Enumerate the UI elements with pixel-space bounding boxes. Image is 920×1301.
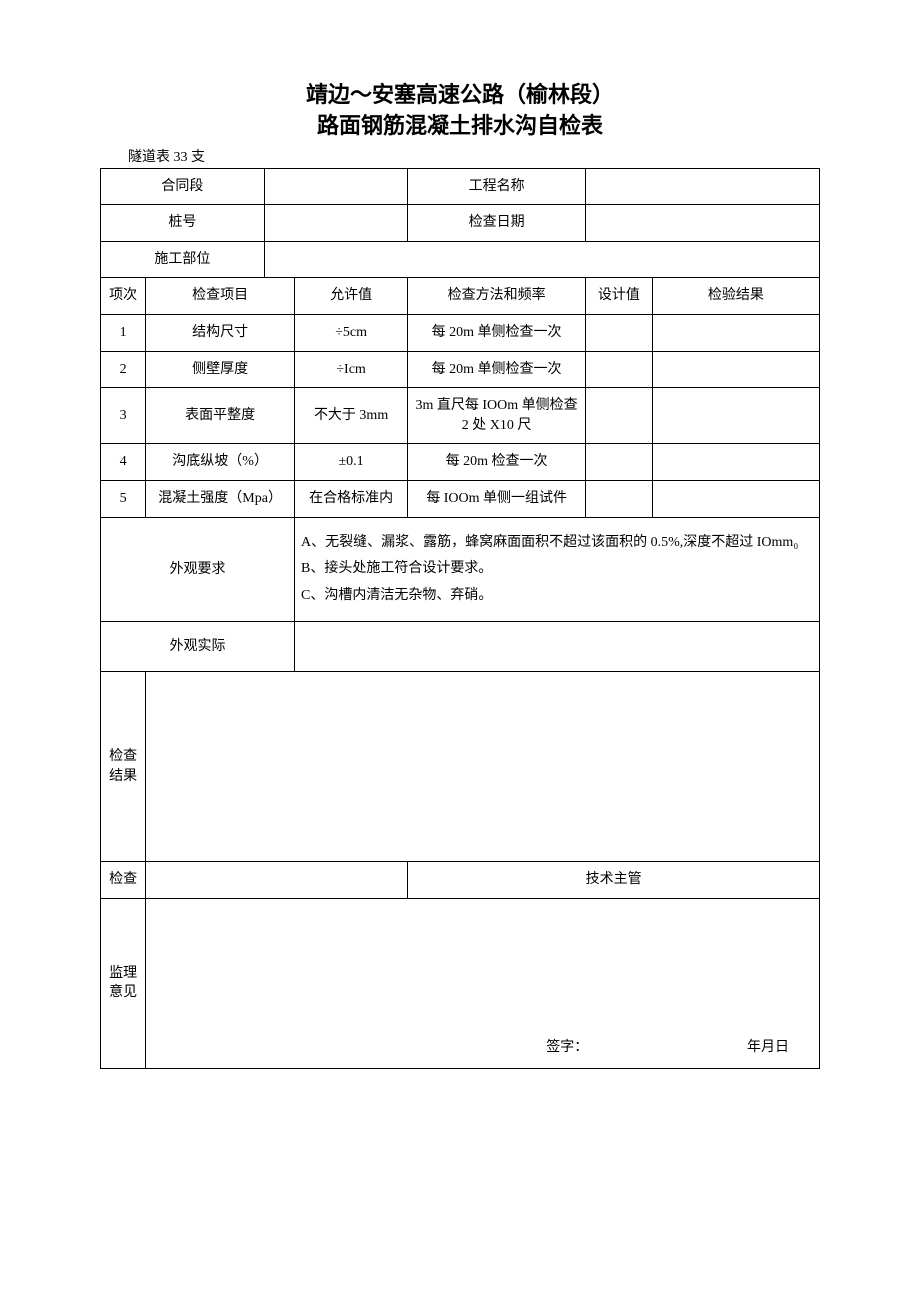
- cell-design: [586, 351, 653, 388]
- cell-seq: 1: [101, 314, 146, 351]
- cell-seq: 5: [101, 480, 146, 517]
- inspection-table: 合同段 工程名称 桩号 检查日期 施工部位 项次 检查项目 允许值 检查方法和频…: [100, 168, 820, 1069]
- title-block: 靖边～安塞高速公路（榆林段） 路面钢筋混凝土排水沟自检表: [100, 80, 820, 142]
- col-design: 设计值: [586, 278, 653, 315]
- table-row: 4 沟底纵坡（%） ±0.1 每 20m 检查一次: [101, 444, 820, 481]
- cell-method: 每 20m 检查一次: [408, 444, 586, 481]
- cell-method: 每 20m 单侧检查一次: [408, 314, 586, 351]
- cell-allowed: ±0.1: [295, 444, 408, 481]
- check-date-label: 检查日期: [408, 205, 586, 242]
- project-name-value: [586, 168, 820, 205]
- table-row: 2 侧壁厚度 ÷Icm 每 20m 单侧检查一次: [101, 351, 820, 388]
- construction-part-value: [264, 241, 819, 278]
- supervisor-opinion-content: 签字： 年月日: [146, 898, 820, 1068]
- table-row: 1 结构尺寸 ÷5cm 每 20m 单侧检查一次: [101, 314, 820, 351]
- project-name-label: 工程名称: [408, 168, 586, 205]
- cell-result: [652, 444, 819, 481]
- table-caption: 隧道表 33 支: [100, 146, 820, 166]
- col-check-item: 检查项目: [146, 278, 295, 315]
- col-result: 检验结果: [652, 278, 819, 315]
- check-label: 检查: [101, 862, 146, 899]
- appearance-req-text: A、无裂缝、漏浆、露筋，蜂窝麻面面积不超过该面积的 0.5%,深度不超过 IOm…: [295, 517, 820, 622]
- supervisor-opinion-row: 监理意见 签字： 年月日: [101, 898, 820, 1068]
- check-tech-row: 检查 技术主管: [101, 862, 820, 899]
- pile-no-value: [264, 205, 407, 242]
- tech-manager-label: 技术主管: [408, 862, 820, 899]
- cell-method: 每 20m 单侧检查一次: [408, 351, 586, 388]
- cell-result: [652, 480, 819, 517]
- appearance-actual-value: [295, 622, 820, 672]
- check-result-value: [146, 672, 820, 862]
- cell-design: [586, 480, 653, 517]
- header-row-1: 合同段 工程名称: [101, 168, 820, 205]
- appearance-actual-label: 外观实际: [101, 622, 295, 672]
- header-row-2: 桩号 检查日期: [101, 205, 820, 242]
- check-date-value: [586, 205, 820, 242]
- appearance-actual-row: 外观实际: [101, 622, 820, 672]
- col-method: 检查方法和频率: [408, 278, 586, 315]
- appearance-req-label: 外观要求: [101, 517, 295, 622]
- contract-section-value: [264, 168, 407, 205]
- cell-allowed: ÷5cm: [295, 314, 408, 351]
- appearance-req-row: 外观要求 A、无裂缝、漏浆、露筋，蜂窝麻面面积不超过该面积的 0.5%,深度不超…: [101, 517, 820, 622]
- date-label: 年月日: [747, 1038, 789, 1058]
- cell-item: 侧壁厚度: [146, 351, 295, 388]
- cell-item: 表面平整度: [146, 388, 295, 444]
- col-allowed: 允许值: [295, 278, 408, 315]
- check-result-label: 检查结果: [101, 672, 146, 862]
- cell-result: [652, 388, 819, 444]
- cell-item: 沟底纵坡（%）: [146, 444, 295, 481]
- title-line-1: 靖边～安塞高速公路（榆林段）: [100, 80, 820, 111]
- signature-label: 签字：: [546, 1038, 588, 1058]
- supervisor-opinion-label: 监理意见: [101, 898, 146, 1068]
- title-line-2: 路面钢筋混凝土排水沟自检表: [100, 111, 820, 142]
- check-result-row: 检查结果: [101, 672, 820, 862]
- cell-result: [652, 351, 819, 388]
- check-value: [146, 862, 408, 899]
- cell-seq: 2: [101, 351, 146, 388]
- cell-design: [586, 444, 653, 481]
- cell-allowed: 在合格标准内: [295, 480, 408, 517]
- cell-method: 3m 直尺每 IOOm 单侧检查 2 处 X10 尺: [408, 388, 586, 444]
- contract-section-label: 合同段: [101, 168, 265, 205]
- cell-item: 混凝土强度（Mpa）: [146, 480, 295, 517]
- cell-allowed: 不大于 3mm: [295, 388, 408, 444]
- table-row: 5 混凝土强度（Mpa） 在合格标准内 每 IOOm 单侧一组试件: [101, 480, 820, 517]
- cell-design: [586, 314, 653, 351]
- table-row: 3 表面平整度 不大于 3mm 3m 直尺每 IOOm 单侧检查 2 处 X10…: [101, 388, 820, 444]
- column-header-row: 项次 检查项目 允许值 检查方法和频率 设计值 检验结果: [101, 278, 820, 315]
- col-seq: 项次: [101, 278, 146, 315]
- cell-design: [586, 388, 653, 444]
- cell-item: 结构尺寸: [146, 314, 295, 351]
- cell-allowed: ÷Icm: [295, 351, 408, 388]
- construction-part-label: 施工部位: [101, 241, 265, 278]
- cell-seq: 4: [101, 444, 146, 481]
- cell-method: 每 IOOm 单侧一组试件: [408, 480, 586, 517]
- cell-result: [652, 314, 819, 351]
- cell-seq: 3: [101, 388, 146, 444]
- header-row-3: 施工部位: [101, 241, 820, 278]
- pile-no-label: 桩号: [101, 205, 265, 242]
